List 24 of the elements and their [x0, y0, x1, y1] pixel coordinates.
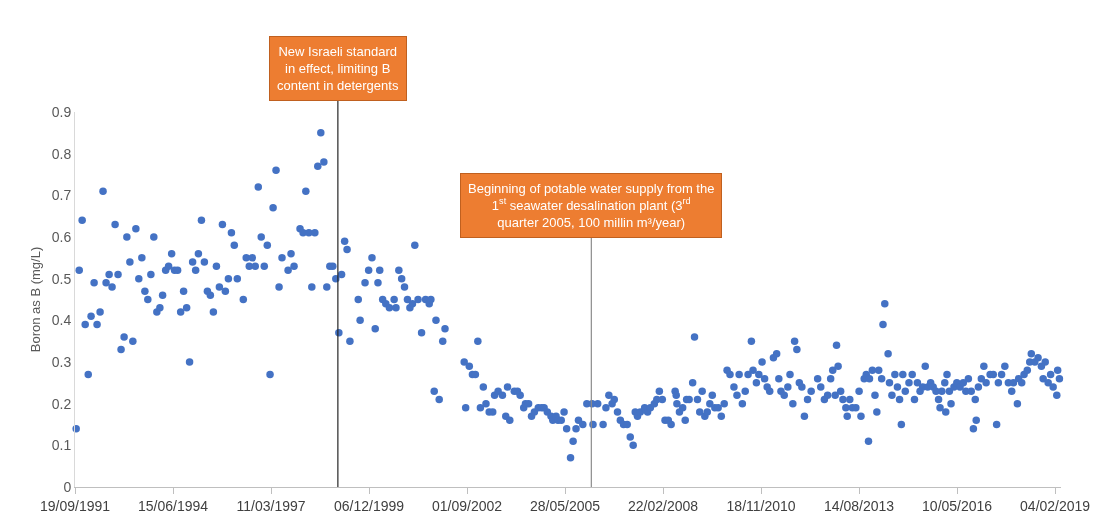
x-tick-label: 15/06/1994 — [137, 497, 209, 514]
x-tick-label: 10/05/2016 — [922, 497, 993, 514]
y-tick-label: 0.4 — [51, 312, 72, 329]
x-tick-label: 06/12/1999 — [334, 497, 405, 514]
x-tick-label: 01/09/2002 — [432, 497, 503, 514]
y-tick-label: 0.9 — [51, 103, 72, 120]
x-tick-label: 22/02/2008 — [628, 497, 699, 514]
x-tick-label: 19/09/1991 — [39, 497, 111, 514]
y-tick-label: 0.3 — [51, 353, 72, 370]
y-tick-label: 0.5 — [51, 270, 72, 287]
y-tick-label: 0.1 — [51, 437, 72, 454]
y-tick-label: 0 — [63, 478, 72, 495]
x-tick-label: 11/03/1997 — [236, 497, 306, 514]
x-tick-label: 04/02/2019 — [1020, 497, 1091, 514]
y-tick-label: 0.8 — [51, 145, 72, 162]
y-tick-label: 0.2 — [51, 395, 72, 412]
ref-line-label: New Israeli standard in effect, limiting B content in detergents — [277, 44, 399, 93]
y-tick-label: 0.6 — [51, 228, 72, 245]
ref-line-label: Beginning of potable water supply from the 1$^{st}$ seawater desalination plant (3$^{rd}$ quarter 2005, 100 millin m³/year) — [468, 181, 715, 230]
x-tick-label: 18/11/2010 — [726, 497, 796, 514]
x-tick-label: 28/05/2005 — [530, 497, 601, 514]
x-tick-label: 14/08/2013 — [824, 497, 895, 514]
y-tick-label: 0.7 — [51, 187, 72, 204]
y-axis-title: Boron as B (mg/L) — [27, 246, 43, 353]
